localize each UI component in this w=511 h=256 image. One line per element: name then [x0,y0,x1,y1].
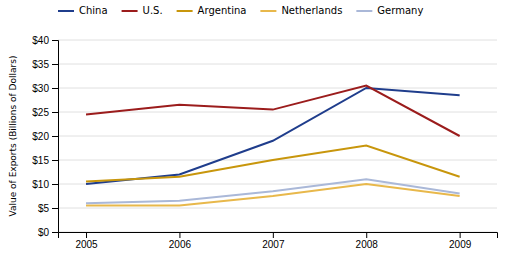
tick-label: $10 [32,179,49,190]
tick-label: $35 [32,59,49,70]
tick-label: 2009 [449,239,472,250]
tick-mark [366,232,367,238]
legend-swatch [122,10,138,12]
grid-line [58,208,497,209]
legend-swatch [58,10,74,12]
tick-label: $20 [32,131,49,142]
tick: $25 [32,107,58,118]
tick-mark [460,232,461,238]
grid-line [58,64,497,65]
series-line [86,179,460,203]
tick-label: $5 [38,203,50,214]
tick: $30 [32,83,58,94]
x-axis: 2005 2006 2007 2008 2009 [59,232,498,250]
tick: 2006 [169,232,192,250]
series-line [86,146,460,182]
tick-mark [52,208,58,209]
legend-label: Netherlands [281,5,342,16]
tick: 2008 [356,232,379,250]
plot-area: 20052006200720082009$0$5$10$15$20$25$30$… [32,35,497,250]
legend-swatch [356,10,372,12]
grid-line [58,40,497,41]
axis-line [52,41,59,233]
y-axis: $0 $5 $10 $15 $20 $25 $30 $35 $40 [32,35,58,238]
grid-line [58,184,497,185]
tick-mark [273,232,274,238]
series-line [86,86,460,136]
tick-label: $15 [32,155,49,166]
tick: $35 [32,59,58,70]
grid-line [58,88,497,89]
legend-item: Netherlands [260,5,342,16]
tick-mark [52,40,58,41]
tick-mark [52,64,58,65]
grid-line [58,112,497,113]
tick: $15 [32,155,58,166]
tick-label: $30 [32,83,49,94]
tick-mark [52,136,58,137]
grid [58,40,497,232]
tick-label: $40 [32,35,49,46]
tick-mark [179,232,180,238]
tick-label: $25 [32,107,49,118]
tick-label: 2005 [75,239,98,250]
legend-swatch [260,10,276,12]
tick: $40 [32,35,58,46]
tick-mark [52,112,58,113]
legend-item: U.S. [122,5,163,16]
tick: 2007 [262,232,285,250]
legend-label: Germany [377,5,423,16]
axis-line [59,233,498,239]
tick-mark [52,184,58,185]
legend-label: China [79,5,108,16]
legend-item: Germany [356,5,423,16]
legend-item: Argentina [177,5,247,16]
y-axis-label: Value of Exports (Billions of Dollars) [8,56,18,217]
legend-label: Argentina [198,5,247,16]
tick-label: 2007 [262,239,285,250]
tick: $10 [32,179,58,190]
tick-mark [52,88,58,89]
tick-label: 2008 [356,239,379,250]
tick-mark [86,232,87,238]
legend-label: U.S. [143,5,163,16]
tick-mark [52,232,58,233]
tick-mark [52,160,58,161]
tick: 2005 [75,232,98,250]
tick: 2009 [449,232,472,250]
series-line [86,88,460,184]
tick: $0 [38,227,58,238]
tick: $5 [38,203,58,214]
legend-swatch [177,10,193,12]
grid-line [58,136,497,137]
legend: China U.S. Argentina Netherlands Germany [58,5,423,16]
tick: $20 [32,131,58,142]
legend-item: China [58,5,108,16]
chart: 20052006200720082009$0$5$10$15$20$25$30$… [0,0,511,256]
tick-label: 2006 [169,239,192,250]
lines [86,86,460,206]
tick-label: $0 [38,227,50,238]
